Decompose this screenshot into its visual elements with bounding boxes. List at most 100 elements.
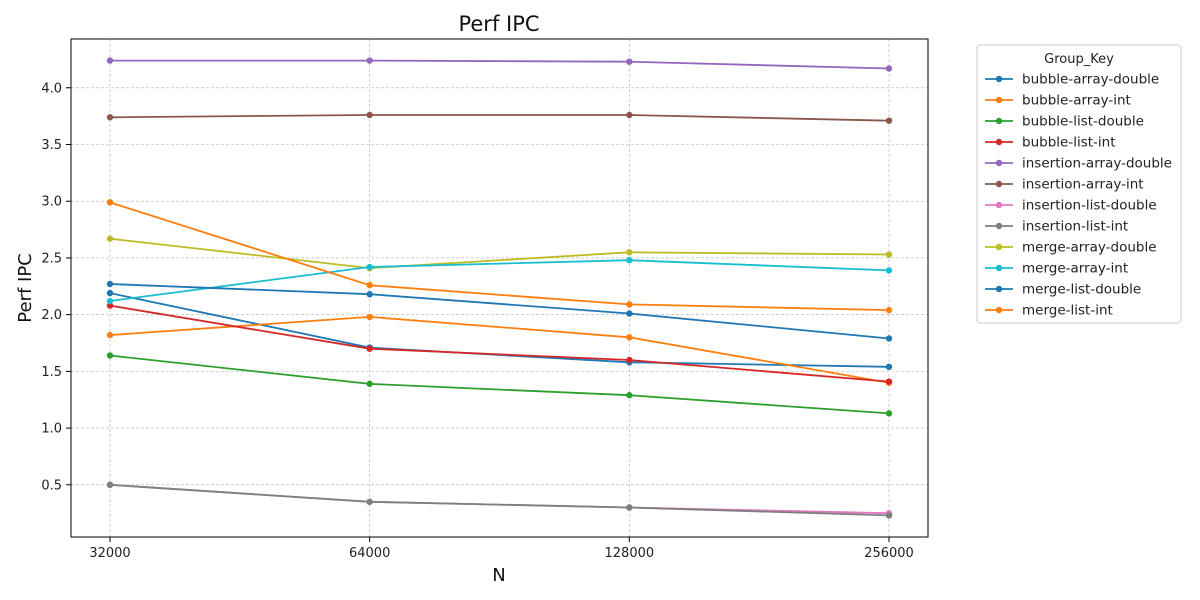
y-axis-title: Perf IPC bbox=[15, 253, 36, 322]
series-line bbox=[109, 483, 890, 515]
data-point bbox=[106, 297, 114, 305]
x-tick-label: 256000 bbox=[864, 546, 914, 561]
data-point bbox=[885, 335, 893, 342]
series-line bbox=[109, 201, 890, 311]
data-point bbox=[366, 345, 373, 352]
data-point bbox=[626, 310, 633, 317]
x-tick-label: 64000 bbox=[349, 546, 390, 561]
y-tick-label: 3.0 bbox=[41, 195, 62, 210]
legend-items: bubble-array-double bubble-array-int bubbl… bbox=[985, 72, 1172, 319]
y-tick-label: 4.0 bbox=[41, 81, 62, 96]
y-tick-label: 3.5 bbox=[41, 138, 62, 153]
legend-item: bubble-list-double bbox=[985, 114, 1144, 130]
data-point bbox=[106, 289, 114, 297]
plot-area bbox=[70, 38, 929, 538]
legend-label: merge-list-int bbox=[1022, 303, 1113, 319]
legend-item: bubble-list-int bbox=[985, 135, 1116, 151]
legend-marker bbox=[995, 243, 1003, 251]
data-point bbox=[885, 512, 893, 519]
data-point bbox=[626, 504, 633, 511]
data-point bbox=[626, 257, 633, 264]
data-point bbox=[106, 280, 114, 288]
legend-marker bbox=[995, 285, 1003, 293]
chart-title: Perf IPC bbox=[458, 12, 539, 36]
legend-marker bbox=[995, 75, 1003, 83]
series-line bbox=[109, 315, 890, 384]
data-point bbox=[106, 352, 114, 359]
series-line bbox=[109, 259, 890, 302]
x-tick-label: 128000 bbox=[605, 546, 655, 561]
data-point bbox=[885, 410, 893, 417]
legend-marker bbox=[995, 201, 1003, 209]
data-point bbox=[626, 334, 633, 341]
data-point bbox=[885, 251, 893, 258]
legend-item: merge-list-int bbox=[985, 303, 1113, 319]
legend-item: bubble-array-int bbox=[985, 93, 1131, 109]
data-point bbox=[626, 58, 633, 65]
series-bubble-array-double bbox=[106, 289, 893, 371]
series-line bbox=[109, 483, 890, 517]
legend-label: insertion-list-int bbox=[1022, 219, 1128, 235]
series-line bbox=[109, 283, 890, 340]
y-tick-label: 2.0 bbox=[41, 308, 62, 323]
x-axis-title: N bbox=[492, 565, 505, 586]
legend-item: merge-list-double bbox=[985, 282, 1141, 298]
x-axis-ticks: 32000 64000 128000 256000 bbox=[89, 537, 914, 561]
y-tick-label: 2.5 bbox=[41, 251, 62, 266]
legend-marker bbox=[995, 264, 1003, 272]
data-point bbox=[366, 380, 373, 388]
series-merge-list-int bbox=[106, 199, 893, 314]
data-point bbox=[106, 114, 114, 121]
legend-marker bbox=[995, 180, 1003, 188]
legend-label: merge-array-double bbox=[1022, 240, 1157, 256]
data-point bbox=[626, 301, 633, 308]
data-point bbox=[366, 281, 373, 289]
data-point bbox=[885, 363, 893, 371]
legend-label: merge-array-int bbox=[1022, 261, 1128, 277]
y-axis-ticks: 0.5 1.0 1.5 2.0 2.5 3.0 3.5 4.0 bbox=[41, 81, 71, 493]
legend-marker bbox=[995, 117, 1003, 125]
x-tick-label: 32000 bbox=[89, 546, 130, 561]
series-layer bbox=[106, 57, 893, 519]
series-merge-array-int bbox=[106, 257, 893, 305]
data-point bbox=[885, 65, 893, 72]
y-tick-label: 0.5 bbox=[41, 478, 62, 493]
series-insertion-array-double bbox=[106, 57, 893, 72]
data-point bbox=[106, 199, 114, 206]
legend-label: bubble-array-double bbox=[1022, 72, 1159, 88]
legend-marker bbox=[995, 306, 1003, 314]
series-line bbox=[109, 114, 890, 122]
legend-marker bbox=[995, 222, 1003, 230]
legend-label: insertion-array-double bbox=[1022, 156, 1172, 172]
data-point bbox=[366, 57, 373, 64]
legend-marker bbox=[995, 159, 1003, 167]
data-point bbox=[885, 117, 893, 124]
series-merge-list-double bbox=[106, 280, 893, 342]
series-bubble-list-double bbox=[106, 352, 893, 417]
data-point bbox=[106, 57, 114, 64]
data-point bbox=[366, 313, 373, 321]
data-point bbox=[106, 302, 114, 309]
legend-label: insertion-list-double bbox=[1022, 198, 1157, 214]
legend-label: insertion-array-int bbox=[1022, 177, 1144, 193]
legend-marker bbox=[995, 96, 1003, 104]
data-point bbox=[106, 481, 114, 489]
legend-label: bubble-array-int bbox=[1022, 93, 1131, 109]
data-point bbox=[626, 356, 633, 364]
legend-item: bubble-array-double bbox=[985, 72, 1159, 88]
data-point bbox=[366, 291, 373, 298]
data-point bbox=[366, 111, 373, 119]
series-line bbox=[110, 59, 890, 70]
legend-label: bubble-list-double bbox=[1022, 114, 1144, 130]
legend-label: bubble-list-int bbox=[1022, 135, 1116, 151]
legend-item: insertion-list-int bbox=[985, 219, 1128, 235]
legend-item: insertion-array-int bbox=[985, 177, 1144, 193]
series-line bbox=[109, 237, 890, 270]
legend-item: insertion-array-double bbox=[985, 156, 1172, 172]
series-bubble-list-int bbox=[106, 302, 893, 385]
series-insertion-array-int bbox=[106, 111, 893, 124]
legend-label: merge-list-double bbox=[1022, 282, 1141, 298]
y-tick-label: 1.5 bbox=[41, 365, 62, 380]
legend-item: insertion-list-double bbox=[985, 198, 1157, 214]
